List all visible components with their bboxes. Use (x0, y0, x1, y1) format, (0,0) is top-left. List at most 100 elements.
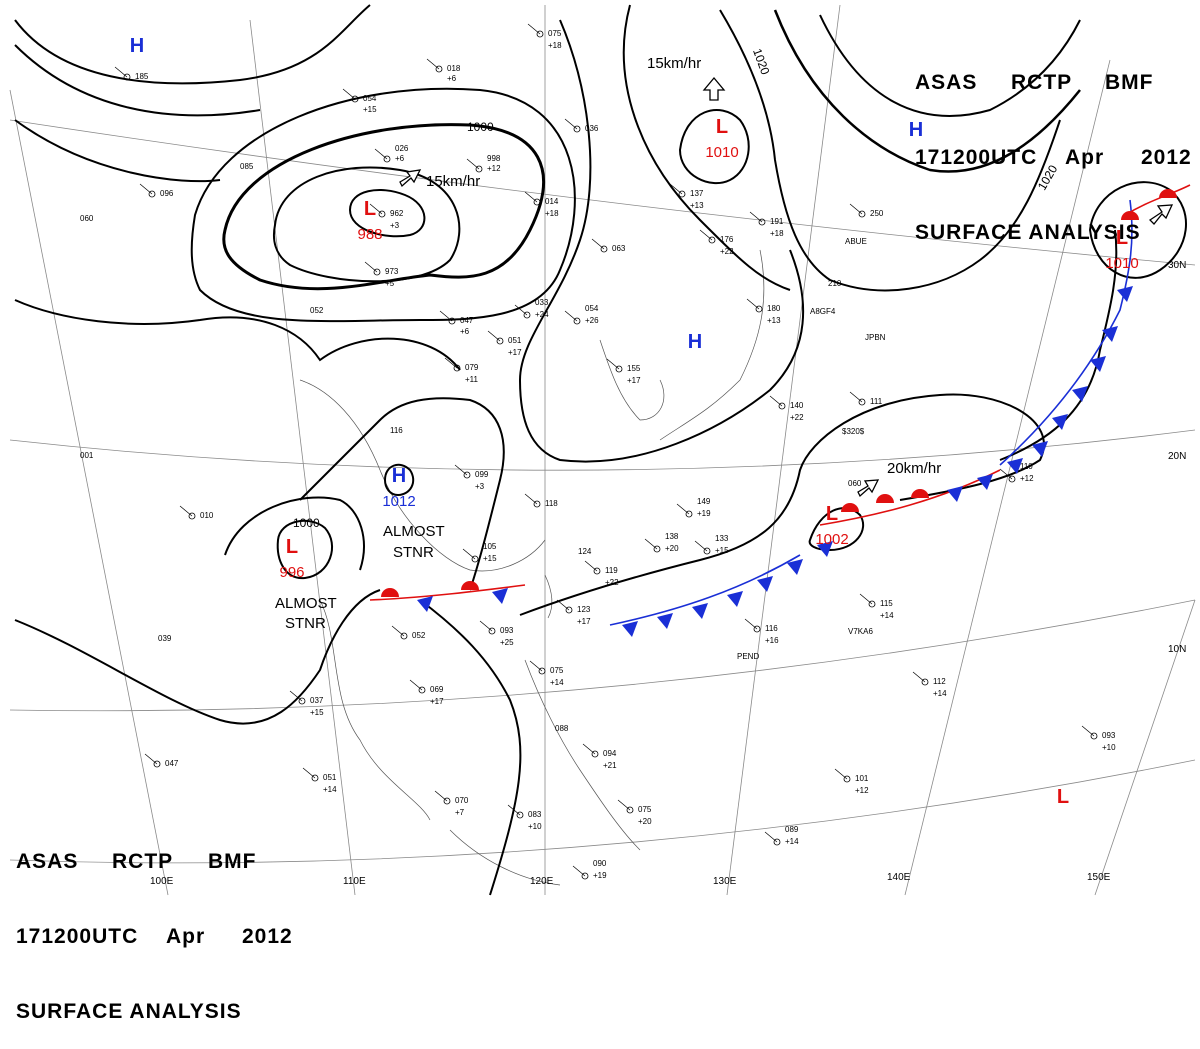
station-value: 155 (627, 364, 641, 373)
station-plot: 037 (289, 690, 324, 705)
station-plot: 124 (578, 547, 592, 556)
station-value: +13 (767, 316, 781, 325)
station-value: 124 (578, 547, 592, 556)
wind-barb-icon (769, 395, 783, 407)
coast-borneo (449, 829, 561, 886)
wind-barb-icon (1081, 725, 1095, 737)
motion-arrow-icon (857, 479, 880, 498)
station-circle-icon (581, 872, 589, 880)
station-value: +12 (487, 164, 501, 173)
station-value: +7 (455, 808, 465, 817)
warm-front-ne (1124, 184, 1191, 216)
wind-barb-icon (849, 391, 863, 403)
station-plot: +17 (508, 348, 522, 357)
wind-barb-icon (289, 690, 303, 702)
station-plot: 110 (1020, 462, 1033, 471)
coast-indochina (319, 599, 431, 821)
cold-front-mark (692, 603, 708, 619)
isobar-988-inner (348, 189, 426, 238)
fronts (369, 184, 1191, 637)
pressure-symbol: L (826, 503, 838, 525)
wind-barb-icon (364, 261, 378, 273)
station-plot: +13 (690, 201, 704, 210)
wind-barb-icon (849, 203, 863, 215)
isobar-label: 1000 (467, 120, 494, 134)
station-plot: 111 (849, 391, 883, 406)
station-plot: 116 (744, 618, 778, 633)
isobar-1020-b (773, 9, 1081, 173)
station-plot: +15 (363, 105, 377, 114)
isobar-east-low (1088, 181, 1187, 279)
isobar-nw-2 (14, 119, 221, 183)
station-circle-icon (188, 512, 196, 520)
isobar-japan-h (518, 19, 805, 463)
header-month: Apr (1065, 146, 1105, 169)
isobar-1012-h (383, 463, 415, 497)
station-plot: +26 (564, 310, 599, 325)
wind-barb-icon (302, 767, 316, 779)
meridian-140e (904, 59, 1111, 896)
wind-barb-icon (179, 505, 193, 517)
station-plot: +6 (374, 148, 405, 163)
station-value: 962 (390, 209, 404, 218)
station-plot: 101 (834, 768, 869, 783)
station-circle-icon (573, 317, 581, 325)
wind-barb-icon (454, 464, 468, 476)
station-value: +12 (855, 786, 869, 795)
stationary-front-east (819, 469, 1001, 526)
station-plot: 085 (240, 162, 254, 171)
station-value: +10 (528, 822, 542, 831)
note-stnr: STNR (393, 544, 434, 561)
isobar-sw-ring (224, 496, 365, 571)
station-value: 185 (135, 72, 149, 81)
station-value: 060 (848, 479, 862, 488)
station-plot: 176 (699, 229, 734, 244)
station-value: +19 (697, 509, 711, 518)
station-plot: 014 (524, 191, 559, 206)
station-value: +10 (1102, 743, 1116, 752)
station-value: 039 (158, 634, 172, 643)
wind-barb-icon (669, 183, 683, 195)
station-value: 119 (605, 566, 618, 575)
wind-barb-icon (444, 357, 458, 369)
station-value: 070 (455, 796, 469, 805)
warm-front-mark (381, 588, 399, 597)
wind-barb-icon (617, 799, 631, 811)
wind-barb-icon (527, 23, 541, 35)
isobar-ring-4 (190, 87, 576, 323)
stationary-front-west (369, 584, 526, 601)
pressure-value: 1010 (705, 144, 738, 161)
cold-front-mark (1102, 326, 1118, 342)
station-plot: 039 (158, 634, 172, 643)
station-plot: +17 (627, 376, 641, 385)
station-plot: 149 (697, 497, 711, 506)
station-value: +17 (508, 348, 522, 357)
station-plot: 054 (585, 304, 599, 313)
station-value: 018 (447, 64, 461, 73)
wind-barb-icon (426, 58, 440, 70)
station-plot: +19 (676, 503, 711, 518)
header-title: SURFACE ANALYSIS (915, 221, 1141, 244)
wind-barb-icon (606, 358, 620, 370)
cold-front-mark (622, 621, 638, 637)
parallel-30n (9, 119, 1196, 266)
station-circle-icon (448, 317, 456, 325)
station-circle-icon (443, 797, 451, 805)
note-stnr: STNR (285, 615, 326, 632)
header-agency: ASAS (915, 71, 978, 94)
station-plot: +15 (310, 708, 324, 717)
station-circle-icon (703, 547, 711, 555)
station-plot: +6 (460, 327, 470, 336)
wind-barb-icon (859, 593, 873, 605)
pressure-symbol: H (392, 465, 406, 487)
station-plot: +20 (644, 538, 679, 553)
station-plot: 118 (524, 493, 558, 508)
cold-front-mark (1072, 386, 1088, 402)
cold-front-mark (1117, 286, 1133, 302)
station-plot: 069 (409, 679, 444, 694)
lat-label: 30N (1168, 260, 1186, 271)
station-circle-icon (351, 95, 359, 103)
station-value: 210 (828, 279, 842, 288)
wind-barb-icon (556, 599, 570, 611)
